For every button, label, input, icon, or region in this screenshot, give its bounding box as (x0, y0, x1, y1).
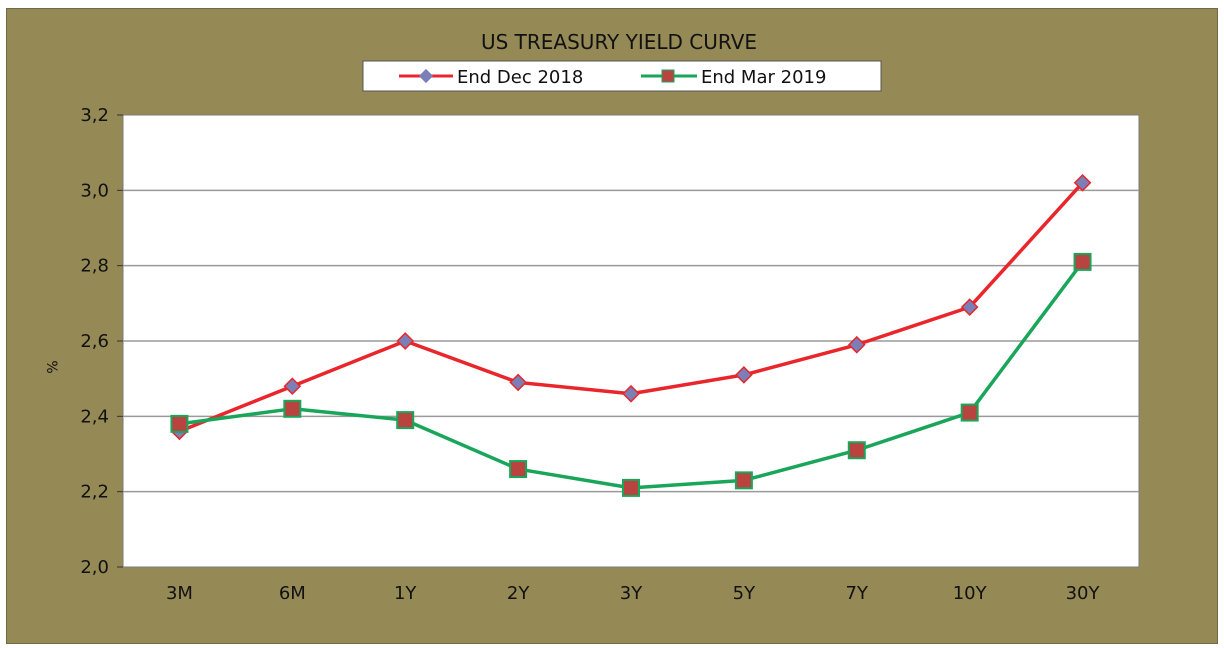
data-point (396, 411, 415, 430)
x-tick-label: 3Y (620, 583, 643, 604)
data-point (283, 377, 302, 396)
data-point (847, 441, 866, 460)
data-point (735, 366, 753, 384)
x-tick-label: 3M (166, 583, 193, 604)
data-point (1073, 173, 1092, 192)
y-axis-label: % (43, 360, 59, 373)
y-tick-label: 2,0 (80, 557, 109, 578)
yield-curve-chart: US TREASURY YIELD CURVE End Dec 2018 End… (43, 30, 1140, 604)
chart-title: US TREASURY YIELD CURVE (481, 30, 757, 54)
legend-entry-dec-2018: End Dec 2018 (399, 67, 583, 88)
x-tick-label: 10Y (953, 583, 988, 604)
series-2 (170, 252, 1092, 497)
chart-frame: US TREASURY YIELD CURVE End Dec 2018 End… (6, 8, 1218, 644)
data-point (847, 335, 866, 354)
data-point (1073, 252, 1092, 271)
data-point (283, 399, 302, 418)
series-layer (170, 173, 1092, 497)
series-1 (170, 173, 1092, 441)
data-point (509, 373, 527, 392)
y-tick-label: 2,4 (80, 406, 109, 427)
x-tick-label: 7Y (846, 583, 869, 604)
x-tick-label: 1Y (394, 583, 417, 604)
legend-marker-mar-2019 (661, 69, 675, 83)
x-axis-ticks: 3M 6M 1Y 2Y 3Y 5Y 7Y 10Y 30Y (166, 583, 1101, 604)
legend-marker-dec-2018 (418, 68, 434, 84)
x-tick-label: 5Y (733, 583, 756, 604)
y-tick-label: 3,2 (80, 105, 109, 126)
data-point (960, 298, 979, 316)
legend-label-dec-2018: End Dec 2018 (457, 67, 583, 88)
data-point (509, 460, 528, 479)
data-point (734, 471, 753, 490)
y-tick-label: 2,6 (80, 331, 109, 352)
legend-label-mar-2019: End Mar 2019 (701, 67, 826, 88)
data-point (960, 403, 979, 422)
data-point (622, 478, 640, 497)
y-axis-ticks: 2,0 2,2 2,4 2,6 2,8 3,0 3,2 (80, 105, 109, 578)
x-tick-label: 30Y (1066, 583, 1101, 604)
x-tick-label: 6M (279, 583, 306, 604)
data-point (170, 414, 189, 433)
data-point (396, 332, 415, 350)
y-tick-label: 3,0 (80, 180, 109, 201)
data-point (622, 384, 640, 403)
x-tick-label: 2Y (507, 583, 530, 604)
y-tick-label: 2,8 (80, 256, 109, 277)
legend: End Dec 2018 End Mar 2019 (362, 60, 882, 92)
legend-entry-mar-2019: End Mar 2019 (641, 67, 826, 88)
y-tick-label: 2,2 (80, 482, 109, 503)
